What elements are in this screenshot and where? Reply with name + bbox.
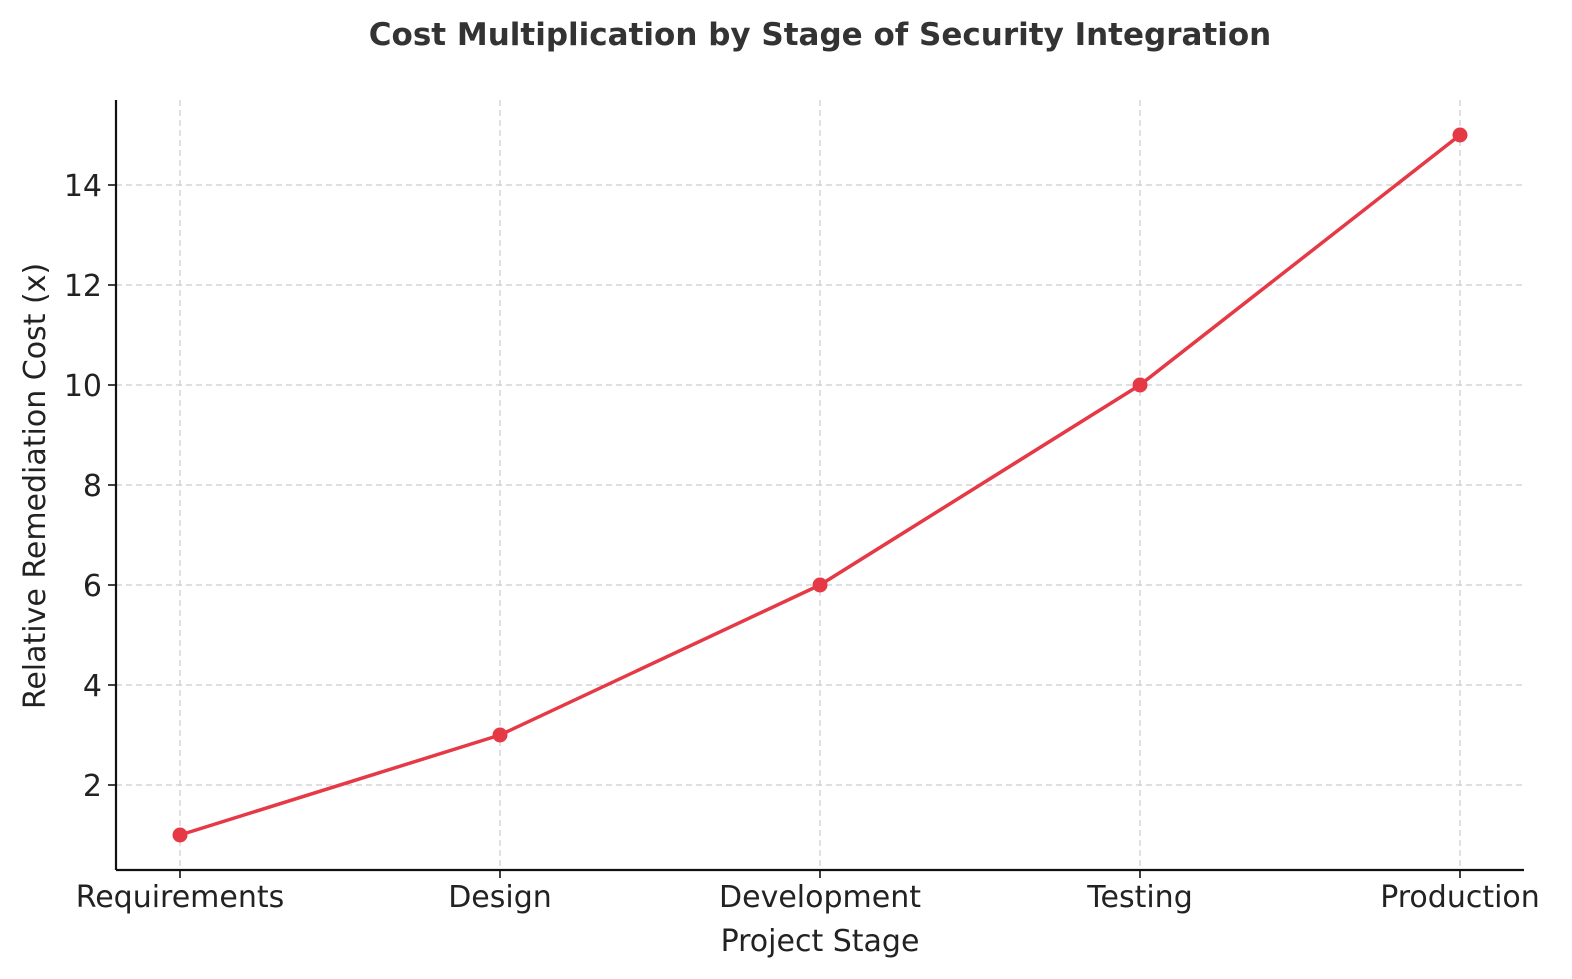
y-tick-label: 4 (83, 669, 102, 704)
chart-title: Cost Multiplication by Stage of Security… (369, 17, 1271, 53)
grid-lines (116, 100, 1524, 870)
y-tick-label: 14 (64, 169, 102, 204)
tick-labels: Requirements Design Development Testing Prod… (64, 169, 1540, 915)
y-tick-label: 2 (83, 769, 102, 804)
y-tick-label: 12 (64, 269, 102, 304)
data-point (1452, 127, 1468, 143)
y-tick-label: 6 (83, 569, 102, 604)
x-tick-label: Requirements (76, 880, 285, 915)
data-point (172, 827, 188, 843)
y-tick-label: 8 (83, 469, 102, 504)
data-point (812, 577, 828, 593)
data-series (172, 127, 1468, 843)
x-tick-label: Production (1380, 880, 1540, 915)
y-tick-label: 10 (64, 369, 102, 404)
x-axis-label: Project Stage (721, 924, 920, 959)
data-point (1132, 377, 1148, 393)
data-point (492, 727, 508, 743)
axes (108, 100, 1524, 878)
x-tick-label: Testing (1086, 880, 1192, 915)
x-tick-label: Design (448, 880, 552, 915)
x-tick-label: Development (719, 880, 921, 915)
y-axis-label: Relative Remediation Cost (x) (18, 263, 53, 709)
